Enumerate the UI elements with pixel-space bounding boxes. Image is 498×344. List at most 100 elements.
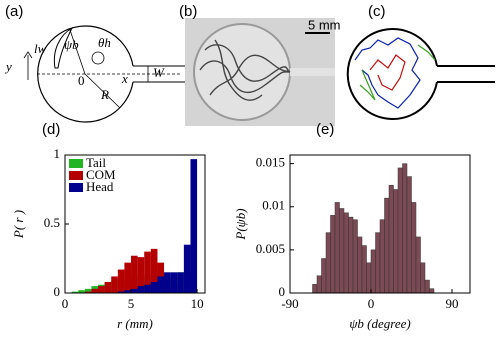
scale-label: 5 mm (308, 17, 341, 32)
legend-label: COM (86, 167, 116, 182)
bar (321, 258, 327, 294)
bar (384, 197, 390, 294)
arena (193, 23, 291, 121)
legend-label: Tail (86, 155, 106, 170)
bar (144, 251, 151, 293)
annotation: x (121, 71, 128, 86)
y-tick-label: 0 (279, 284, 286, 299)
legend-swatch (69, 159, 83, 168)
bar (78, 290, 85, 293)
channel (437, 65, 495, 83)
com-track (369, 54, 406, 91)
bar (339, 208, 345, 294)
bar (429, 288, 435, 294)
legend-swatch (69, 171, 83, 180)
bar (117, 291, 125, 293)
annotation: R (100, 87, 109, 102)
bar (388, 184, 394, 294)
worm (53, 26, 74, 69)
panel-c (346, 28, 495, 120)
x-axis-label: r (mm) (117, 316, 153, 331)
bar (393, 189, 399, 294)
panel-label: (a) (5, 3, 23, 20)
bar (84, 288, 92, 293)
y-tick-label: 1 (54, 146, 61, 161)
annotation: 0 (78, 73, 85, 88)
panel-a (23, 25, 185, 123)
bar (170, 272, 178, 293)
bar (411, 202, 417, 294)
y-axis-label: P(ψb) (233, 208, 248, 240)
tail-track (359, 44, 436, 101)
bar (424, 279, 430, 294)
bar (325, 232, 331, 294)
y-tick-label: 0.5 (44, 215, 60, 230)
bar (343, 212, 349, 294)
legend-label: Head (86, 179, 114, 194)
bar (84, 291, 92, 293)
bar (348, 216, 354, 294)
worm-axis (69, 29, 86, 75)
bar (137, 257, 145, 293)
bar (352, 219, 358, 294)
bar (164, 272, 171, 293)
channel (133, 65, 185, 83)
bar (117, 269, 125, 293)
x-axis-label: ψb (degree) (349, 316, 410, 331)
x-tick-label: 0 (368, 296, 375, 311)
annotation: θh (98, 35, 111, 50)
bar (124, 262, 132, 293)
bar (375, 232, 381, 294)
axes-box (289, 154, 471, 294)
bar (379, 219, 385, 294)
bar (334, 202, 340, 294)
angle-mark (91, 51, 105, 65)
bar (312, 284, 318, 294)
channel (290, 68, 335, 76)
legend-swatch (69, 183, 83, 192)
bar (137, 286, 145, 293)
bar (71, 291, 79, 293)
bar (104, 281, 112, 293)
bar (190, 159, 198, 293)
y-tick-label: 0.015 (256, 155, 285, 170)
arena (346, 28, 438, 120)
panel-label: (e) (316, 121, 334, 138)
bar (177, 272, 184, 293)
bar (111, 276, 118, 293)
bar (157, 276, 165, 293)
bar (402, 163, 408, 294)
bar (124, 290, 132, 293)
bar (361, 245, 367, 294)
panel-label: (b) (179, 3, 197, 20)
bar (150, 248, 158, 293)
bar (131, 255, 138, 293)
bar (330, 215, 336, 294)
bar (420, 262, 426, 294)
bar (183, 244, 191, 293)
panel-label: (c) (368, 3, 386, 20)
bar (150, 281, 158, 293)
worm-tracks (199, 39, 291, 101)
annotation: W (153, 65, 165, 80)
y-tick-label: 0.01 (262, 198, 285, 213)
y-axis-label: P( r ) (11, 210, 26, 239)
bar (144, 284, 151, 293)
bar (370, 249, 376, 294)
x-tick-label: 10 (191, 296, 204, 311)
x-tick-label: 0 (62, 296, 69, 311)
annotation: ψb (64, 37, 79, 52)
bar (98, 286, 105, 293)
axis-label: y (4, 59, 12, 74)
annotation: lw (34, 41, 47, 56)
y-tick-label: 0.005 (256, 241, 285, 256)
bar (397, 167, 403, 294)
bar (91, 288, 99, 293)
panel-label: (d) (42, 121, 60, 138)
bar (357, 236, 363, 294)
y-tick-label: 0 (54, 284, 61, 299)
head-track (354, 37, 421, 109)
bar (406, 176, 412, 294)
bar (316, 275, 322, 294)
y-arrow (23, 51, 33, 80)
